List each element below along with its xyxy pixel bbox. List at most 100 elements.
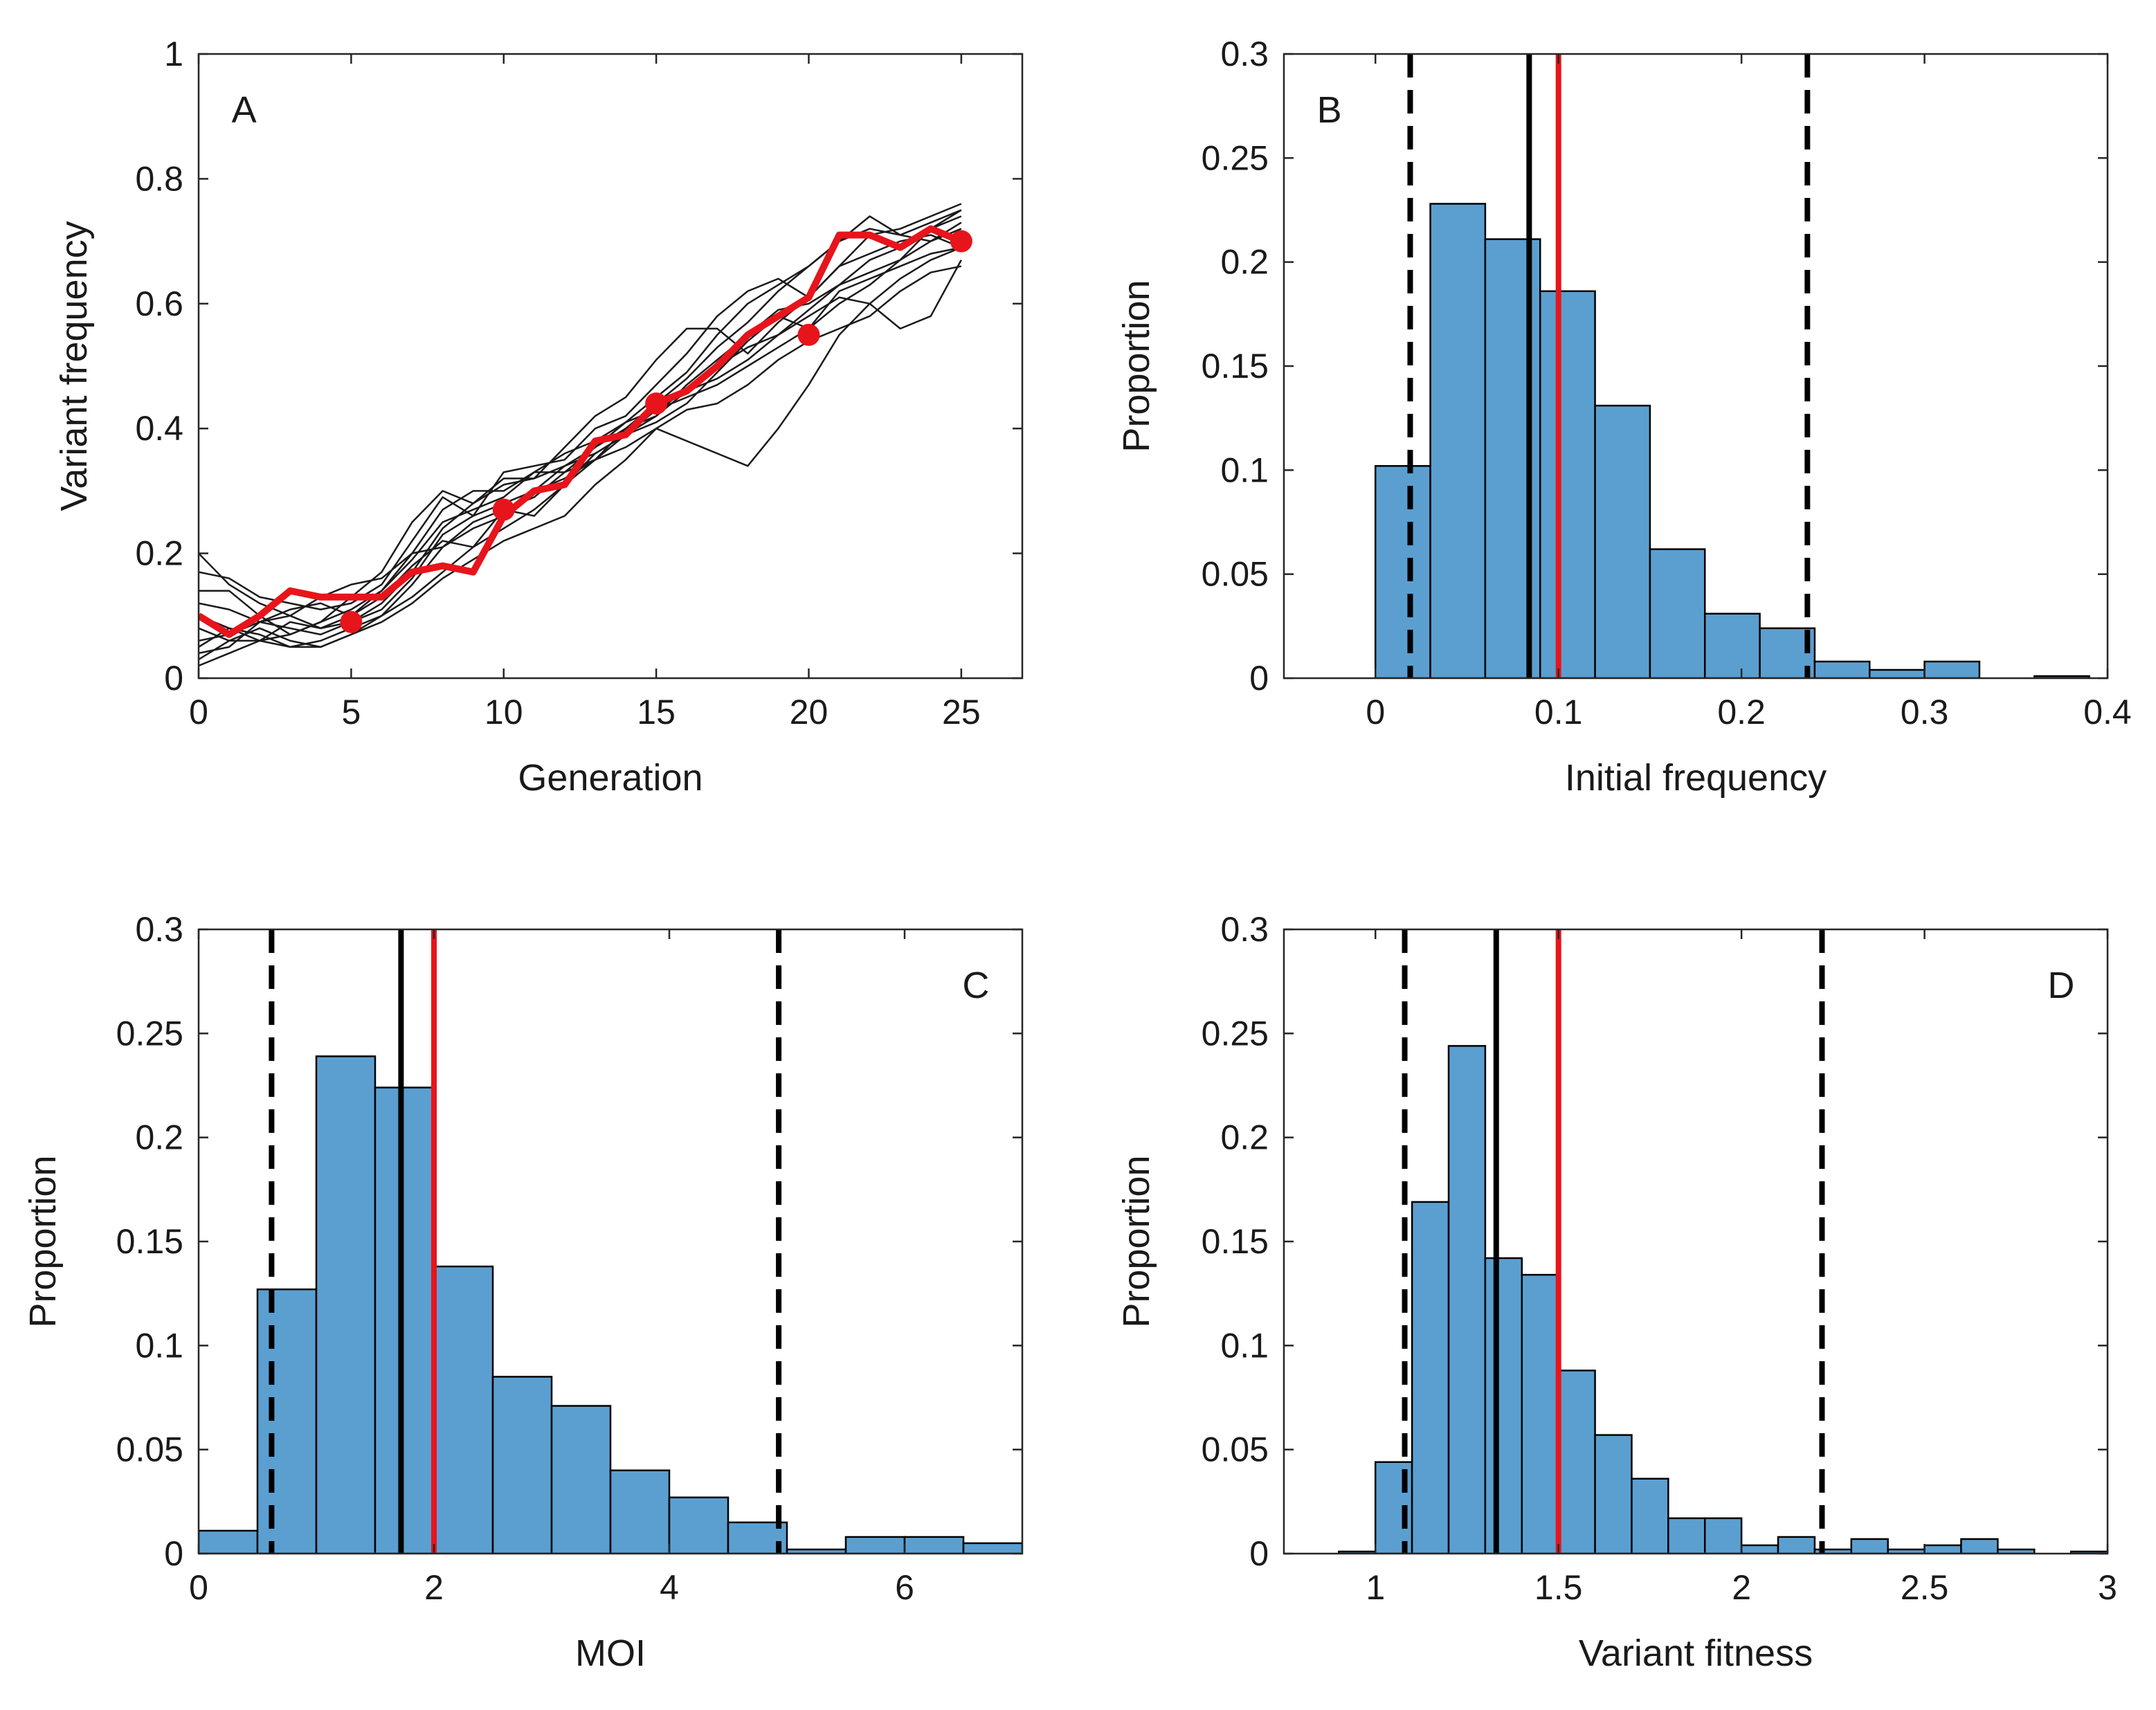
x-axis-label: MOI — [575, 1632, 646, 1674]
x-tick-label: 1.5 — [1534, 1568, 1583, 1607]
histogram-bar — [1539, 290, 1596, 678]
x-tick-label: 10 — [484, 693, 523, 731]
histogram-bar — [1521, 1273, 1559, 1554]
histogram-bar — [315, 1055, 377, 1554]
x-tick-label: 2.5 — [1901, 1568, 1949, 1607]
x-tick-label: 5 — [341, 693, 361, 731]
y-tick-label: 0.05 — [1202, 555, 1269, 594]
histogram-bar — [1850, 1538, 1889, 1554]
y-tick-label: 0.2 — [135, 1118, 183, 1157]
histogram-bar — [199, 1529, 259, 1554]
histogram-bar — [1923, 1544, 1962, 1554]
histogram-bar — [1594, 1434, 1633, 1554]
simulation-trace — [199, 215, 962, 642]
simulation-trace — [199, 209, 962, 630]
panel-d: 1 1.5 2 2.5 3 0 0.05 0.1 0.15 0.2 0.25 0.3 Variant f… — [1116, 910, 2117, 1674]
y-tick-label: 0 — [164, 1534, 183, 1573]
x-tick-label: 20 — [790, 693, 828, 731]
y-tick-label: 0.1 — [1220, 1326, 1269, 1365]
histogram-bar — [1777, 1536, 1816, 1554]
y-tick-label: 0.05 — [116, 1430, 183, 1469]
x-tick-label: 25 — [942, 693, 981, 731]
x-axis-label: Generation — [518, 757, 703, 799]
histogram-bar — [1374, 465, 1431, 678]
simulation-trace — [199, 234, 962, 636]
histogram-bar — [550, 1405, 612, 1554]
histogram-bar — [1923, 660, 1981, 678]
y-tick-label: 0.1 — [1220, 451, 1269, 489]
histogram-bar — [668, 1496, 730, 1554]
histogram-bar — [903, 1536, 965, 1554]
axes-box — [197, 53, 1024, 680]
histogram-bar — [1703, 612, 1761, 678]
histogram-bar — [433, 1265, 494, 1554]
y-tick-label: 0 — [164, 659, 183, 698]
histogram-bar — [1813, 660, 1871, 678]
y-tick-label: 0.05 — [1202, 1430, 1269, 1469]
simulation-trace — [199, 203, 962, 611]
histogram-bar — [1960, 1538, 1999, 1554]
y-tick-label: 0.25 — [116, 1014, 183, 1053]
y-tick-label: 0.15 — [116, 1222, 183, 1261]
panel-letter: D — [2047, 965, 2074, 1006]
y-tick-label: 0.2 — [1220, 243, 1269, 282]
y-tick-label: 0.2 — [1220, 1118, 1269, 1157]
observed-point — [492, 498, 515, 521]
histogram-bar — [1557, 1370, 1596, 1554]
y-axis-label: Proportion — [22, 1155, 64, 1327]
histogram-bar — [1594, 404, 1651, 678]
histogram-bar — [2033, 675, 2090, 678]
histogram-bar — [256, 1288, 318, 1554]
y-tick-label: 0 — [1249, 659, 1269, 698]
x-tick-label: 0 — [1366, 693, 1385, 731]
x-tick-label: 0 — [189, 1568, 208, 1607]
y-tick-label: 0.25 — [1202, 138, 1269, 177]
y-tick-label: 0.15 — [1202, 1222, 1269, 1261]
x-tick-label: 0.1 — [1534, 693, 1583, 731]
panel-letter: B — [1317, 89, 1342, 131]
observed-point — [797, 323, 820, 346]
panel-b: 0 0.1 0.2 0.3 0.4 0 0.05 0.1 0.15 0.2 0.25 0.3 Initi… — [1116, 35, 2132, 799]
histogram-bar — [1649, 548, 1706, 678]
histogram-bar — [1667, 1517, 1706, 1554]
x-tick-label: 4 — [660, 1568, 679, 1607]
histogram-bar — [1411, 1201, 1450, 1554]
histogram-bar — [1740, 1544, 1779, 1554]
observed-point — [645, 392, 668, 415]
histogram-bar — [1447, 1045, 1487, 1554]
simulation-trace — [199, 215, 962, 642]
x-tick-label: 1 — [1366, 1568, 1385, 1607]
histogram-bar — [1484, 1257, 1523, 1554]
histogram-bar — [1631, 1477, 1669, 1554]
x-tick-label: 0.2 — [1717, 693, 1766, 731]
y-tick-label: 0.3 — [1220, 910, 1269, 949]
x-tick-label: 0.4 — [2083, 693, 2132, 731]
x-tick-label: 15 — [637, 693, 676, 731]
y-axis-label: Variant frequency — [53, 221, 95, 511]
y-tick-label: 0.6 — [135, 284, 183, 323]
panel-c: 0 2 4 6 0 0.05 0.1 0.15 0.2 0.25 0.3 MOI Proportion C — [22, 910, 1024, 1674]
y-tick-label: 1 — [164, 35, 183, 73]
observed-point — [340, 610, 363, 633]
simulation-trace — [199, 246, 962, 648]
histogram-bar — [844, 1536, 906, 1554]
plot-area — [1374, 54, 2090, 678]
observed-point — [950, 230, 972, 253]
y-tick-label: 0.25 — [1202, 1014, 1269, 1053]
panel-letter: C — [962, 965, 989, 1006]
histogram-bar — [609, 1469, 671, 1554]
simulation-trace — [199, 209, 962, 624]
panel-letter: A — [232, 89, 257, 131]
histogram-bar — [1868, 668, 1926, 678]
y-tick-label: 0.3 — [135, 910, 183, 949]
x-tick-label: 2 — [1732, 1568, 1751, 1607]
histogram-bar — [962, 1542, 1022, 1554]
y-axis-label: Proportion — [1116, 1155, 1157, 1327]
x-tick-label: 0.3 — [1901, 693, 1949, 731]
plot-area — [199, 929, 1022, 1554]
plot-area — [199, 203, 972, 667]
x-axis-label: Initial frequency — [1565, 757, 1827, 799]
histogram-bar — [374, 1086, 435, 1554]
plot-area — [1338, 929, 2108, 1554]
